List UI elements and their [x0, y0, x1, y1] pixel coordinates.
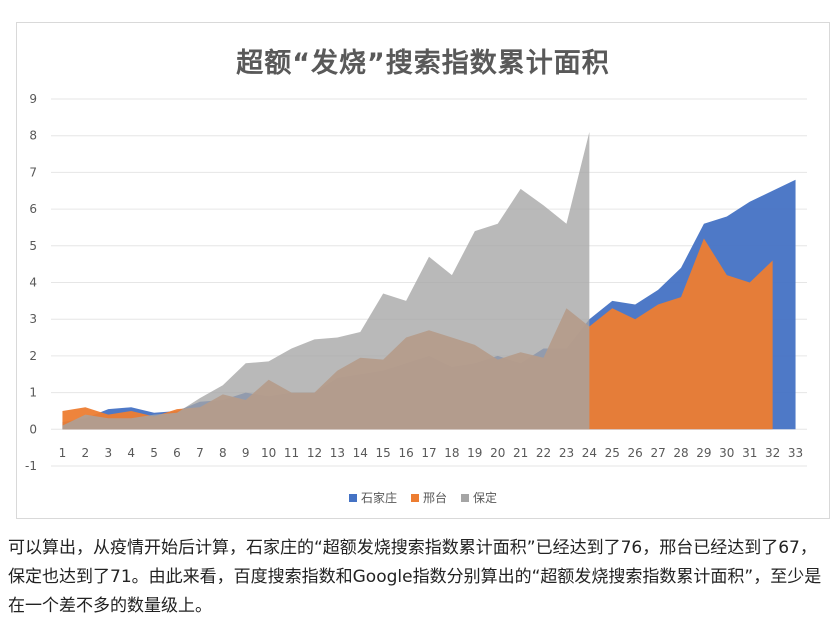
x-tick-label: 29 — [696, 446, 711, 460]
y-axis-ticks: -1 0 1 2 3 4 5 6 7 8 9 — [25, 92, 37, 473]
x-tick-label: 6 — [173, 446, 181, 460]
x-tick-label: 7 — [196, 446, 204, 460]
y-tick-label: 5 — [29, 239, 37, 253]
series-areas — [62, 132, 796, 430]
x-tick-label: 9 — [242, 446, 250, 460]
x-tick-label: 30 — [719, 446, 734, 460]
x-tick-label: 5 — [150, 446, 158, 460]
x-tick-label: 2 — [82, 446, 90, 460]
x-tick-label: 19 — [467, 446, 482, 460]
y-tick-label: 9 — [29, 92, 37, 106]
x-tick-label: 27 — [650, 446, 665, 460]
x-tick-label: 22 — [536, 446, 551, 460]
chart-legend: 石家庄 邢台 保定 — [17, 489, 829, 506]
x-tick-label: 20 — [490, 446, 505, 460]
x-tick-label: 4 — [127, 446, 135, 460]
x-tick-label: 11 — [284, 446, 299, 460]
y-tick-label: -1 — [25, 459, 37, 473]
x-tick-label: 24 — [582, 446, 597, 460]
x-tick-label: 12 — [307, 446, 322, 460]
y-tick-label: 2 — [29, 349, 37, 363]
series-area-保定 — [62, 132, 590, 430]
legend-item: 石家庄 — [348, 489, 397, 506]
y-tick-label: 7 — [29, 165, 37, 179]
x-tick-label: 17 — [421, 446, 436, 460]
y-tick-label: 6 — [29, 202, 37, 216]
legend-item: 保定 — [461, 489, 497, 506]
legend-swatch — [348, 493, 357, 502]
legend-swatch — [410, 493, 419, 502]
y-tick-label: 1 — [29, 386, 37, 400]
x-tick-label: 28 — [673, 446, 688, 460]
chart-title: 超额“发烧”搜索指数累计面积 — [236, 48, 610, 79]
legend-label: 邢台 — [422, 491, 447, 505]
y-tick-label: 4 — [29, 276, 37, 290]
x-tick-label: 21 — [513, 446, 528, 460]
legend-label: 石家庄 — [360, 491, 397, 505]
x-tick-label: 32 — [765, 446, 780, 460]
x-axis-ticks: 1 2 3 4 5 6 7 8 9 10 11 12 13 14 15 16 17 18 19 20 21 22 23 24 2… — [59, 446, 804, 460]
chart-card: 超额“发烧”搜索指数累计面积 -1 0 1 2 3 4 5 6 7 8 9 1 2 3 4 5 6 7 8 9 10 1… — [16, 22, 830, 519]
x-tick-label: 16 — [398, 446, 413, 460]
x-tick-label: 13 — [330, 446, 345, 460]
legend-swatch — [461, 493, 469, 502]
x-tick-label: 31 — [742, 446, 757, 460]
x-tick-label: 14 — [353, 446, 368, 460]
x-tick-label: 8 — [219, 446, 227, 460]
x-tick-label: 26 — [628, 446, 643, 460]
legend-item: 邢台 — [410, 489, 447, 506]
x-tick-label: 25 — [605, 446, 620, 460]
legend-label: 保定 — [473, 491, 498, 505]
article-caption: 可以算出，从疫情开始后计算，石家庄的“超额发烧搜索指数累计面积”已经达到了76，… — [8, 538, 822, 616]
y-tick-label: 0 — [29, 422, 37, 436]
x-tick-label: 23 — [559, 446, 574, 460]
x-tick-label: 1 — [59, 446, 67, 460]
x-tick-label: 10 — [261, 446, 276, 460]
x-tick-label: 15 — [376, 446, 391, 460]
y-tick-label: 3 — [29, 312, 37, 326]
x-tick-label: 33 — [788, 446, 803, 460]
y-tick-label: 8 — [29, 129, 37, 143]
x-tick-label: 3 — [104, 446, 112, 460]
x-tick-label: 18 — [444, 446, 459, 460]
